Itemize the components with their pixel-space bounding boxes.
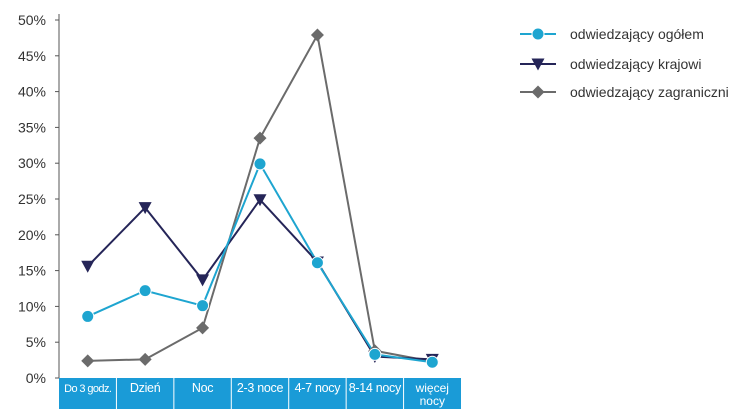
y-tick-label: 45% xyxy=(18,48,46,64)
data-point xyxy=(81,354,95,368)
legend-marker xyxy=(531,85,545,99)
legend-label: odwiedzający ogółem xyxy=(570,26,704,42)
y-tick-label: 15% xyxy=(18,263,46,279)
legend-label: odwiedzający krajowi xyxy=(570,56,702,72)
y-tick-label: 50% xyxy=(18,12,46,28)
data-point xyxy=(253,194,267,207)
series-line xyxy=(87,161,433,364)
x-tick-label: 4-7 nocy xyxy=(295,381,342,395)
data-point xyxy=(196,299,210,313)
data-point xyxy=(425,355,439,369)
y-tick-label: 35% xyxy=(18,119,46,135)
legend-marker xyxy=(531,58,545,71)
data-point xyxy=(253,157,267,171)
data-point xyxy=(138,284,152,298)
legend-label: odwiedzający zagraniczni xyxy=(570,84,729,100)
data-point xyxy=(138,352,152,366)
y-tick-label: 10% xyxy=(18,298,46,314)
data-point xyxy=(253,131,267,145)
y-tick-label: 20% xyxy=(18,227,46,243)
data-point xyxy=(81,260,95,273)
x-tick-label: Do 3 godz. xyxy=(64,383,112,395)
x-tick-label: więcej nocy xyxy=(415,381,449,408)
data-point xyxy=(310,256,324,270)
y-tick-label: 25% xyxy=(18,191,46,207)
series-line xyxy=(86,198,433,361)
category-band xyxy=(59,378,461,409)
x-tick-label: Noc xyxy=(192,381,213,395)
data-point xyxy=(368,347,382,361)
y-tick-label: 40% xyxy=(18,84,46,100)
data-point xyxy=(81,309,95,323)
data-point xyxy=(196,274,210,287)
data-point xyxy=(138,202,152,215)
legend-marker xyxy=(531,27,545,41)
y-tick-label: 30% xyxy=(18,155,46,171)
data-point xyxy=(196,321,210,335)
y-tick-label: 5% xyxy=(26,334,46,350)
data-point xyxy=(310,28,324,42)
x-tick-label: 2-3 noce xyxy=(237,381,284,395)
y-tick-label: 0% xyxy=(26,370,46,386)
x-tick-label: Dzień xyxy=(130,381,161,395)
x-tick-label: 8-14 nocy xyxy=(349,381,402,395)
